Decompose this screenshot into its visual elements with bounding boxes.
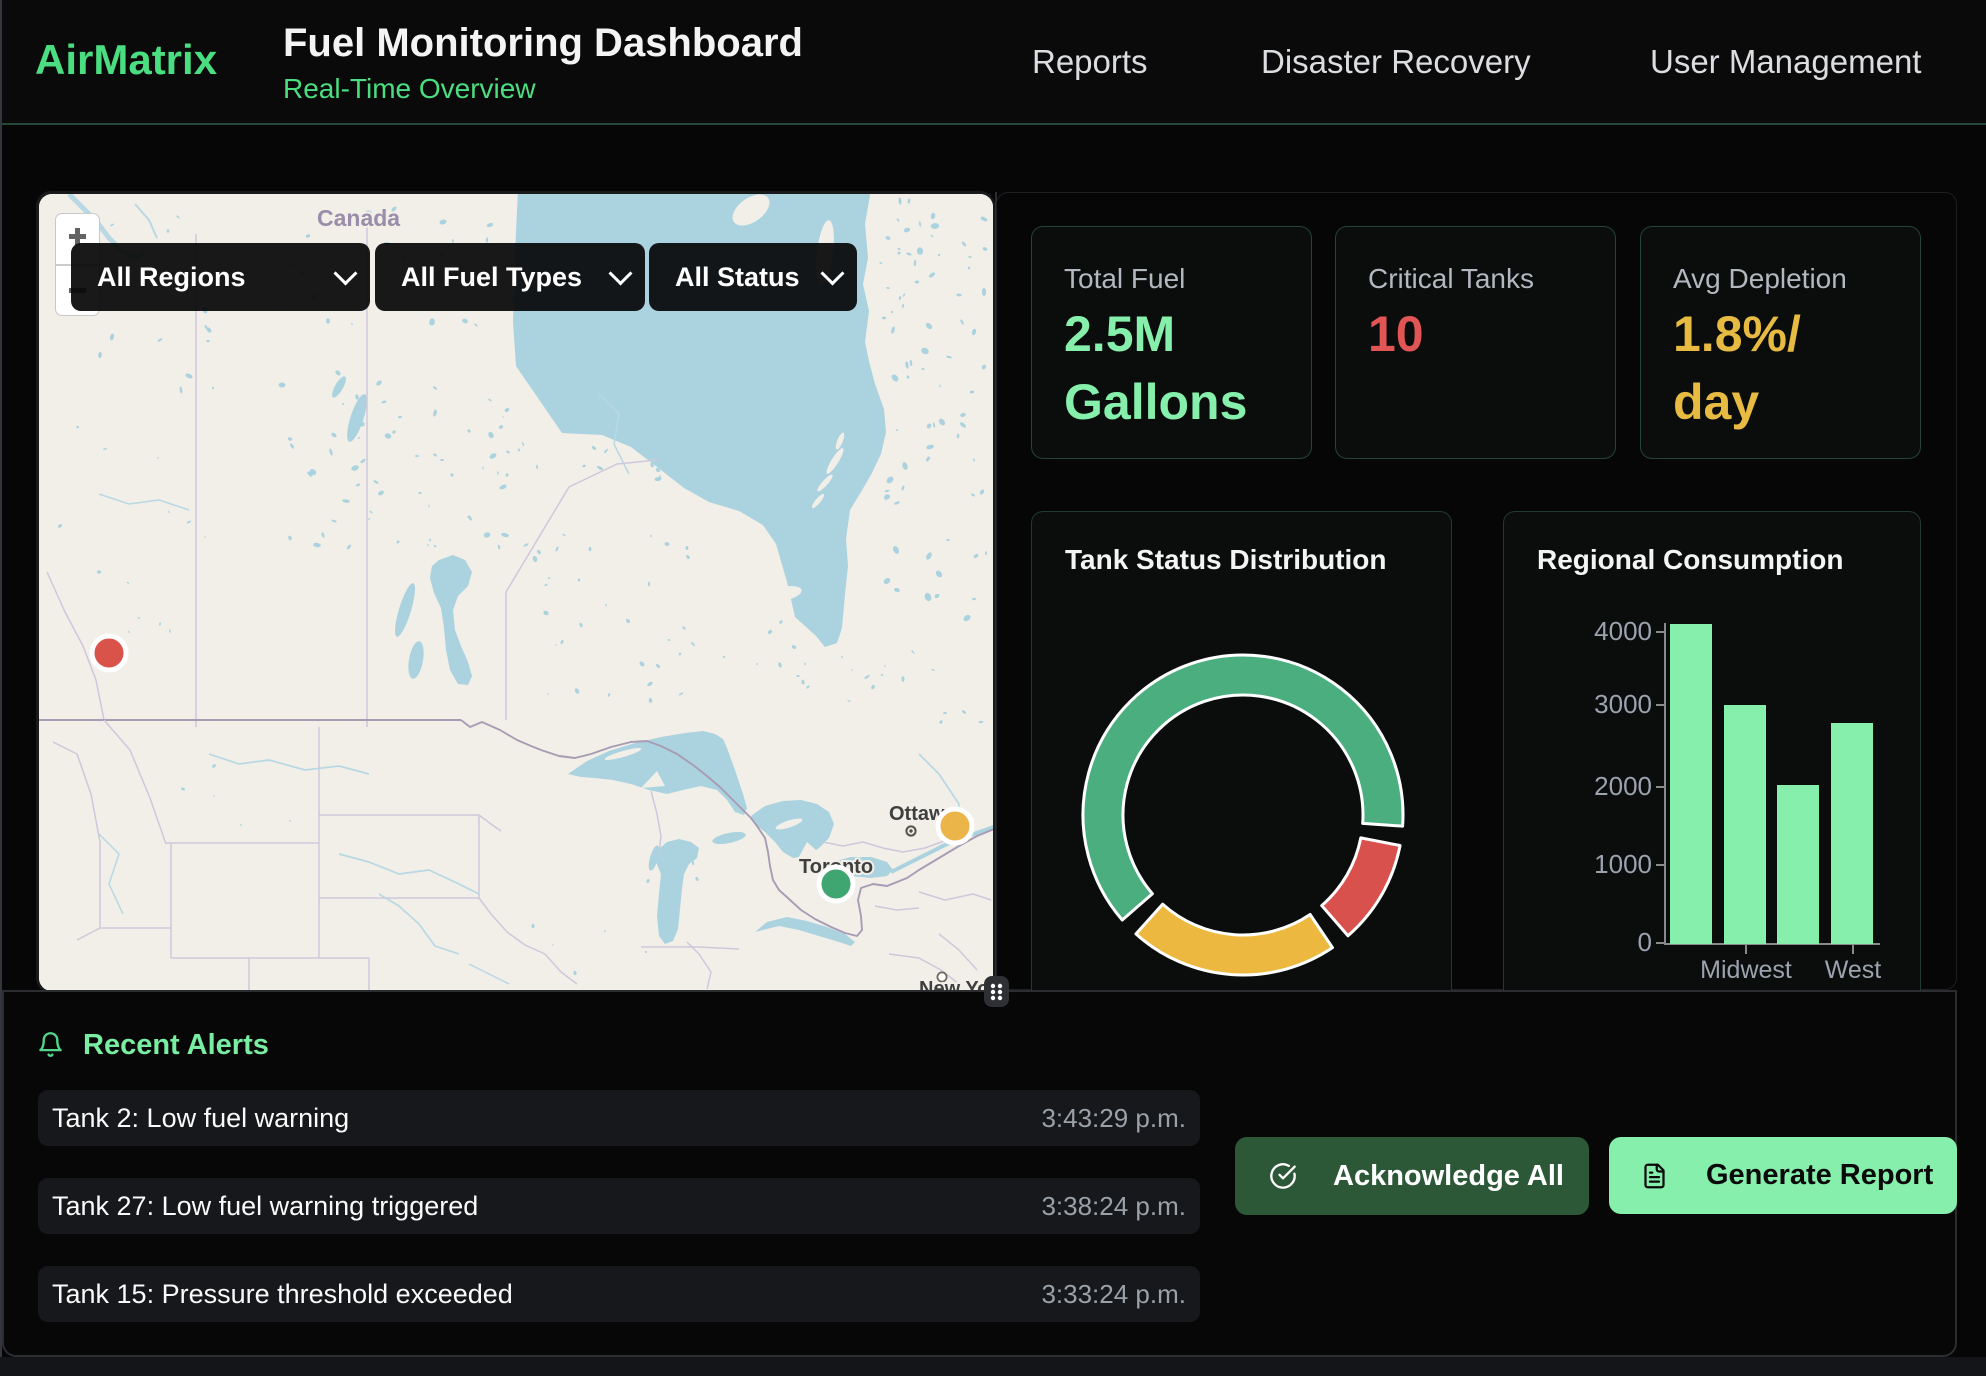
svg-text:New York: New York — [919, 978, 993, 991]
svg-text:Canada: Canada — [317, 205, 400, 231]
